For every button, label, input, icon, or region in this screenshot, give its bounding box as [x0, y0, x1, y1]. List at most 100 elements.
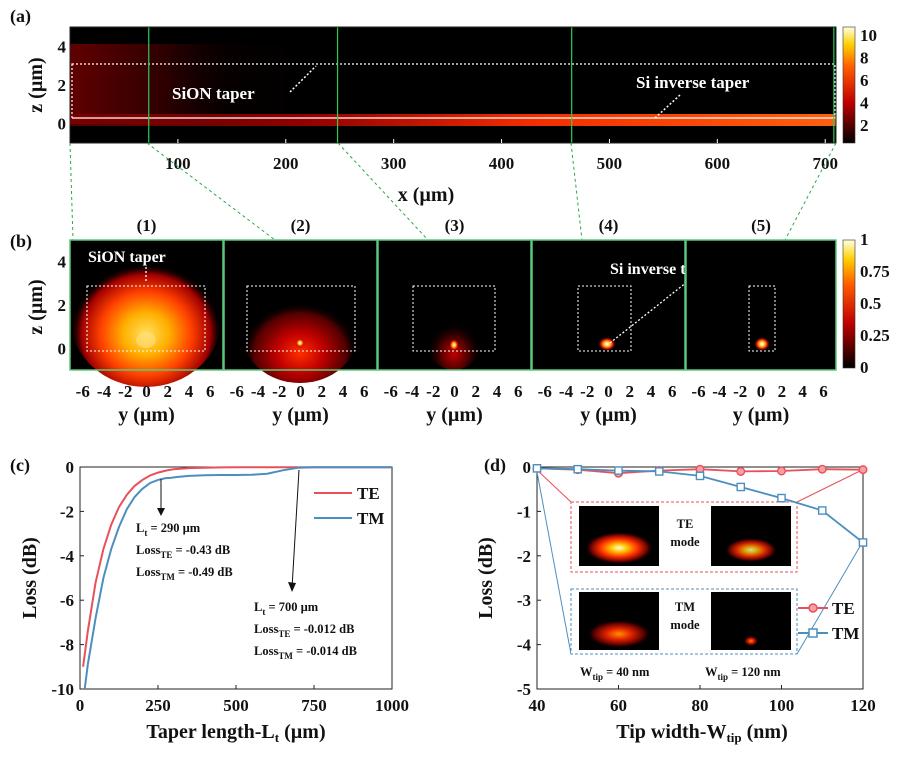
panel-a-xlabel: x (µm) [398, 184, 455, 206]
panel-a-si-label: Si inverse taper [636, 73, 750, 92]
panel-d-axes [536, 466, 864, 690]
annotation-line: Lt = 290 µm [136, 521, 201, 538]
panel-b-xtick-label: 4 [798, 382, 807, 401]
panel-a-colorbar-label: 10 [860, 26, 877, 45]
data-point-te [777, 466, 787, 476]
panel-b-xtick-label: -2 [118, 382, 132, 401]
panel-b-xtick-label: 2 [778, 382, 787, 401]
panel-a-colorbar-ticks: 2 4 6 8 10 [860, 26, 877, 135]
panel-c-xtick-label: 250 [145, 696, 171, 715]
data-point-te [736, 466, 746, 476]
panel-b-xtick-label: -4 [559, 382, 574, 401]
panel-b-xtick-label: -2 [733, 382, 747, 401]
panel-d-ylabel: Loss (dB) [475, 537, 497, 619]
panel-c-ylabel: Loss (dB) [19, 537, 41, 619]
annotation-line: LossTM = -0.014 dB [254, 644, 357, 661]
panel-b-xtick-label: -4 [405, 382, 420, 401]
panel-b-xlabel: y (µm) [118, 404, 175, 426]
panel-b-xtick-label: 2 [626, 382, 635, 401]
panel-d-ytick-label: -5 [517, 680, 531, 699]
panel-a-ytick-label: 0 [58, 115, 67, 134]
panel-a-slice-lines [148, 27, 835, 143]
panel-b-subpanel-labels: (1) (2) (3) (4) (5) [137, 216, 771, 235]
panel-a-frame [69, 26, 837, 144]
panel-c-ytick-label: -8 [60, 636, 74, 655]
panel-b-colorbar-label: 0 [860, 358, 869, 377]
panel-b-xtick-label: 0 [296, 382, 305, 401]
data-point-tm [573, 464, 583, 474]
panel-b-xlabel: y (µm) [426, 404, 483, 426]
panel-d-xtick-label: 80 [692, 696, 709, 715]
panel-a-xtick-label: 200 [273, 154, 299, 173]
panel-b-colorbar-label: 1 [860, 230, 869, 249]
panel-c-annotation-2: Lt = 700 µm LossTE = -0.012 dB LossTM = -0… [254, 469, 357, 661]
panel-b-xtick-label: 0 [450, 382, 459, 401]
panel-a-yaxis: 0 2 4 [58, 37, 67, 133]
panel-d-ytick-label: 0 [523, 458, 532, 477]
panel-b-xtick-label: 0 [757, 382, 766, 401]
panel-b-xtick-label: -6 [384, 382, 398, 401]
subpanel-label: (2) [291, 216, 311, 235]
panel-a-xtick-label: 600 [705, 154, 731, 173]
panel-b-label: (b) [10, 231, 32, 252]
subpanel-label: (4) [599, 216, 619, 235]
panel-d-ticks: 40 60 80 100 120 -5 -4 -3 -2 -1 0 [517, 458, 876, 715]
panel-c-label: (c) [10, 455, 30, 476]
panel-a-ytick-label: 4 [58, 37, 67, 56]
inset-tm-mode-label: mode [670, 618, 700, 632]
legend-marker-te [808, 603, 818, 613]
panel-b: (b) SiON taper [10, 216, 890, 426]
subpanel-label: (5) [751, 216, 771, 235]
subpanel-label: (1) [137, 216, 157, 235]
panel-c-ytick-label: -2 [60, 502, 74, 521]
inset-te-mode-label: mode [670, 535, 700, 549]
panel-d-ytick-label: -4 [517, 636, 532, 655]
panel-b-xtick-label: -6 [691, 382, 705, 401]
panel-b-ylabel: z (µm) [25, 279, 47, 334]
panel-b-xtick-label: 6 [514, 382, 523, 401]
panel-d-series [532, 463, 868, 547]
panel-d-ytick-label: -1 [517, 502, 531, 521]
panel-c: (c) 0 250 500 750 1000 -10 -8 -6 -4 -2 0 TE TM Lt … [10, 455, 409, 745]
panel-a-colorbar-label: 4 [860, 94, 869, 113]
panel-d-xtick-label: 40 [529, 696, 546, 715]
panel-a: (a) SiON taper Si inverse taper 0 2 4 100 2… [10, 6, 877, 206]
data-point-tm [532, 464, 542, 473]
panel-c-xtick-label: 750 [301, 696, 327, 715]
annotation-line: Lt = 700 µm [254, 600, 319, 617]
legend-marker-tm [808, 628, 818, 638]
panel-d: (d) 40 60 80 100 120 -5 -4 -3 -2 -1 0 TE mode TM m… [475, 455, 876, 745]
panel-b-yaxis: 0 2 4 [58, 253, 67, 359]
panel-c-ytick-label: -10 [51, 680, 74, 699]
panel-a-sion-glow [70, 44, 330, 124]
panel-b-xtick-label: 6 [668, 382, 677, 401]
panel-d-ytick-label: -3 [517, 591, 531, 610]
inset-te-label: TE [677, 517, 694, 531]
panel-b-xtick-label: -4 [712, 382, 727, 401]
panel-b-xtick-label: 4 [493, 382, 502, 401]
data-point-tm [654, 467, 664, 476]
panel-b-xtick-label: 6 [206, 382, 215, 401]
annotation-line: LossTE = -0.43 dB [136, 543, 230, 560]
data-point-tm [777, 493, 786, 503]
data-point-tm [695, 471, 705, 481]
panel-a-ylabel: z (µm) [25, 57, 47, 112]
panel-c-xtick-label: 0 [76, 696, 85, 715]
panel-a-colorbar-label: 8 [860, 49, 869, 68]
mode-panel-5 [685, 239, 837, 371]
panel-b-xtick-label: 4 [185, 382, 194, 401]
data-point-tm [858, 538, 868, 547]
panel-b-xlabel: y (µm) [272, 404, 329, 426]
panel-c-annotation-1: Lt = 290 µm LossTE = -0.43 dB LossTM = -0.… [136, 479, 233, 582]
annotation-line: LossTE = -0.012 dB [254, 622, 354, 639]
data-point-te [817, 464, 827, 474]
panel-b-colorbar [842, 239, 856, 369]
panel-b-xtick-label: -4 [251, 382, 266, 401]
legend-label-te: TE [357, 484, 380, 503]
panel-b-colorbar-label: 0.75 [860, 262, 890, 281]
panel-a-xtick-label: 400 [489, 154, 515, 173]
panel-b-xtick-label: 6 [360, 382, 369, 401]
panel-c-ticks: 0 250 500 750 1000 -10 -8 -6 -4 -2 0 [51, 458, 409, 715]
panel-b-xtick-label: -2 [426, 382, 440, 401]
